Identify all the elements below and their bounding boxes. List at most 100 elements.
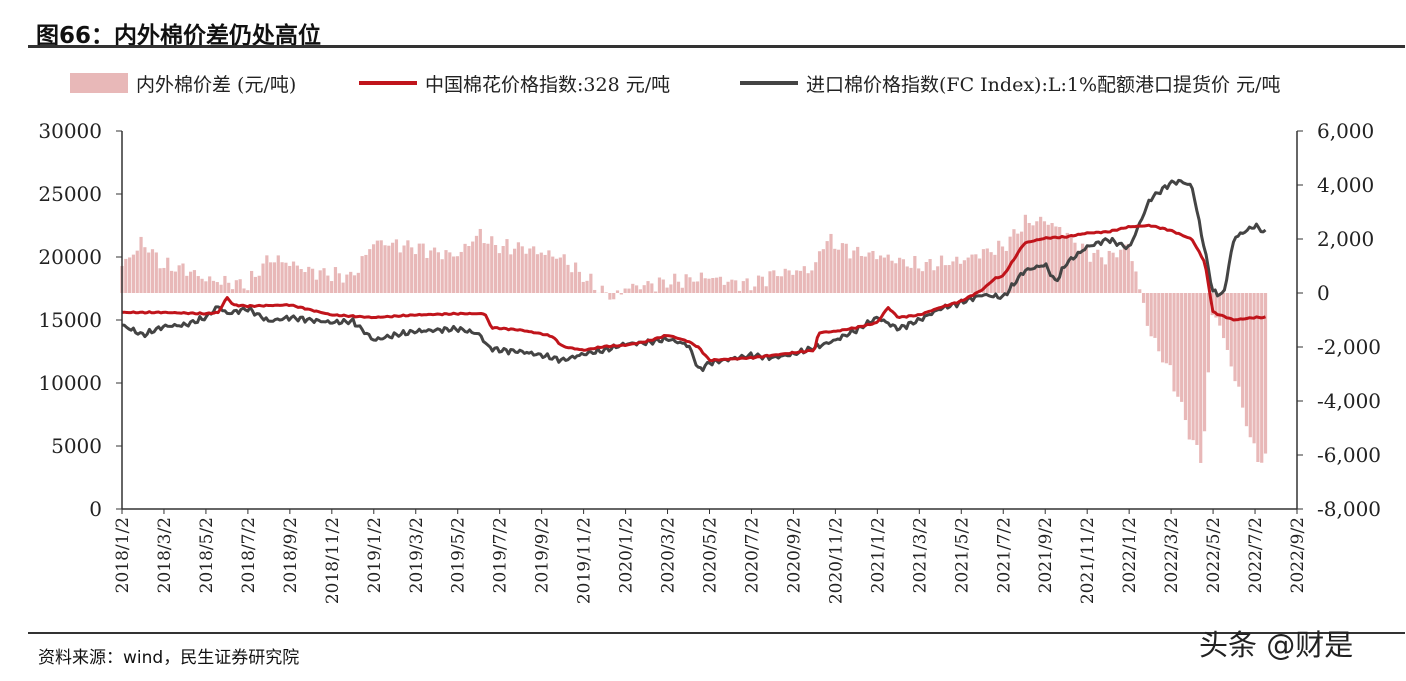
spread-bar [528, 248, 532, 293]
left-tick-label: 15000 [38, 308, 102, 332]
right-tick-label: 0 [1317, 281, 1330, 305]
footer-rule [28, 632, 1405, 634]
spread-bar [776, 276, 780, 293]
legend-swatch-spread [70, 73, 128, 93]
spread-bar [303, 272, 307, 293]
spread-bar [368, 249, 372, 293]
spread-bar [147, 252, 151, 293]
spread-bar [253, 276, 258, 293]
spread-bar [798, 270, 803, 293]
spread-bar [131, 254, 136, 293]
right-tick-label: 4,000 [1317, 173, 1374, 197]
spread-bar [1180, 293, 1184, 402]
spread-bar [703, 278, 707, 293]
spread-bar [871, 250, 875, 293]
spread-bar [878, 255, 883, 293]
spread-bar [1031, 225, 1035, 293]
spread-bar [890, 260, 894, 293]
spread-bar [1225, 293, 1230, 350]
spread-bar [341, 282, 345, 293]
spread-bar [1023, 214, 1027, 293]
spread-bar [734, 280, 738, 293]
spread-bar [928, 259, 932, 293]
spread-bar [1103, 264, 1108, 293]
spread-bar [1019, 231, 1024, 293]
spread-bar [783, 268, 787, 293]
spread-bar [375, 240, 379, 293]
spread-bar [1191, 293, 1195, 441]
spread-bar [642, 285, 646, 293]
spread-bar [795, 270, 799, 293]
spread-bar [985, 248, 989, 293]
spread-bar [463, 243, 467, 293]
spread-bar [337, 273, 341, 293]
spread-bar [1233, 293, 1237, 382]
spread-bar [905, 266, 909, 293]
x-tick-label: 2021/5/2 [952, 517, 972, 593]
spread-bar [257, 275, 261, 293]
spread-bar [913, 255, 917, 293]
spread-bar [966, 257, 970, 293]
spread-bar [169, 270, 174, 293]
spread-bar [779, 276, 784, 293]
x-tick-label: 2019/9/2 [533, 517, 553, 593]
spread-bar [1214, 293, 1218, 318]
spread-bar [867, 252, 871, 293]
legend-item-import-index: 进口棉价格指数(FC Index):L:1%配额港口提货价 元/吨 [740, 70, 1280, 96]
spread-bar [566, 264, 570, 293]
right-tick-label: -8,000 [1317, 497, 1381, 521]
import-index-line [121, 178, 1267, 372]
spread-bar [444, 250, 448, 293]
spread-bar [974, 254, 978, 293]
spread-bar [562, 254, 566, 293]
spread-bar [1164, 293, 1169, 364]
spread-bar [227, 282, 231, 293]
spread-bar [920, 271, 925, 293]
spread-bar [573, 262, 578, 293]
spread-bar [654, 291, 658, 293]
legend-label-import: 进口棉价格指数(FC Index):L:1%配额港口提货价 元/吨 [806, 73, 1281, 96]
spread-bar [859, 255, 864, 293]
spread-bar [1016, 233, 1020, 293]
left-tick-label: 10000 [38, 371, 102, 395]
legend-swatch-import [740, 81, 798, 85]
spread-bar [474, 235, 479, 293]
spread-bar [398, 252, 402, 293]
spread-bar [543, 254, 547, 293]
figure-title: 图66：内外棉价差仍处高位 [36, 23, 322, 49]
spread-bar [520, 246, 524, 293]
x-tick-label: 2020/3/2 [659, 517, 679, 593]
spread-bar [272, 262, 277, 293]
spread-bar [939, 255, 944, 293]
right-tick-label: 6,000 [1317, 119, 1374, 143]
spread-bar [490, 236, 494, 293]
spread-bar [753, 286, 757, 293]
spread-bar [787, 270, 791, 293]
x-tick-label: 2018/3/2 [155, 517, 175, 593]
spread-bar [676, 281, 681, 293]
spread-bar [917, 268, 921, 293]
spread-bar [1054, 226, 1058, 293]
spread-bar [1130, 261, 1134, 293]
spread-bar [825, 241, 829, 293]
source-note: 资料来源：wind，民生证券研究院 [38, 648, 300, 668]
spread-bar [993, 254, 997, 293]
spread-bar [1134, 271, 1138, 293]
spread-bar [627, 288, 631, 293]
spread-bar [741, 281, 745, 293]
spread-bar [143, 247, 147, 293]
spread-bar [440, 259, 444, 293]
spread-bar [265, 255, 269, 293]
x-tick-label: 2019/7/2 [491, 517, 511, 593]
spread-bar [600, 285, 604, 293]
spread-bar [1195, 293, 1199, 445]
spread-bar [886, 254, 890, 293]
spread-bar [1084, 247, 1088, 293]
spread-bar [200, 278, 204, 293]
x-tick-label: 2022/7/2 [1246, 517, 1266, 593]
spread-bar [1100, 257, 1104, 293]
spread-bar [1126, 243, 1130, 293]
spread-bar [715, 277, 719, 293]
spread-bar [1080, 243, 1085, 293]
spread-bar [524, 253, 528, 293]
